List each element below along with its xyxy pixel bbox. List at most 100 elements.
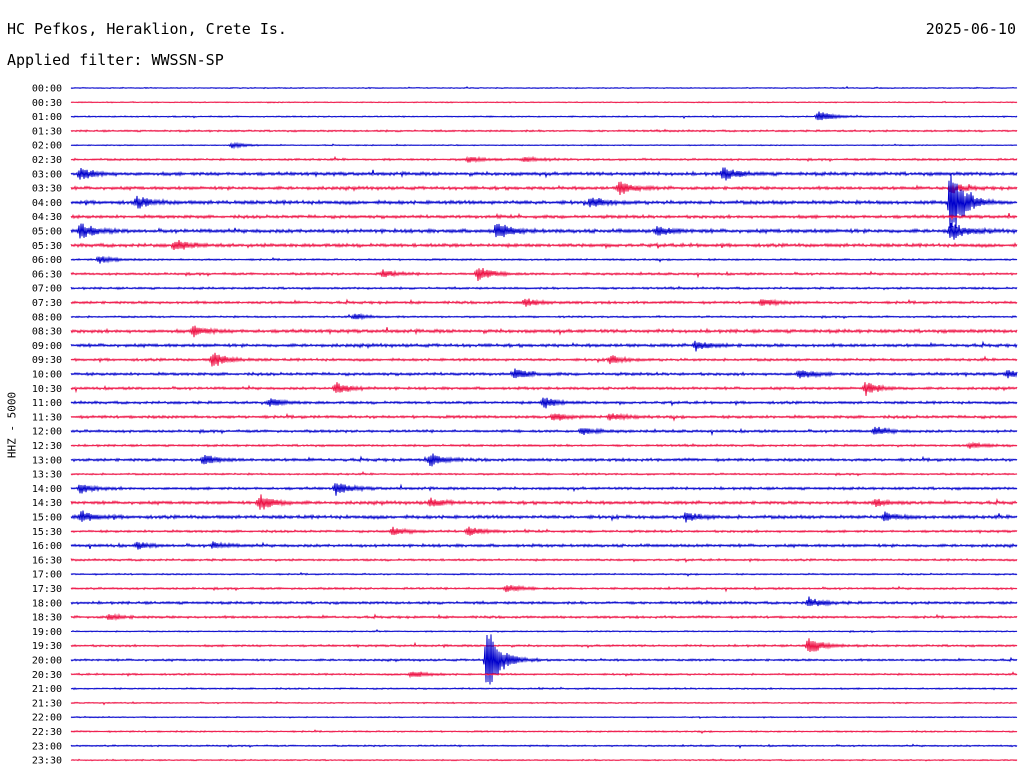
time-label: 17:30 (32, 584, 62, 595)
trace-row (70, 298, 1018, 307)
time-label: 05:30 (32, 241, 62, 252)
time-label: 09:30 (32, 355, 62, 366)
trace-row (70, 634, 1018, 685)
trace-row (70, 613, 1018, 622)
trace-row (70, 494, 1018, 510)
time-label: 01:30 (32, 126, 62, 137)
time-label: 15:30 (32, 527, 62, 538)
trace-row (70, 584, 1018, 593)
time-label: 16:30 (32, 555, 62, 566)
trace-row (70, 470, 1018, 477)
trace-row (70, 167, 1018, 181)
time-label: 03:00 (32, 169, 62, 180)
trace-row (70, 700, 1018, 706)
trace-row (70, 325, 1018, 338)
time-label: 06:30 (32, 269, 62, 280)
time-label: 00:00 (32, 84, 62, 95)
time-label: 02:00 (32, 141, 62, 152)
trace-row (70, 629, 1018, 634)
trace-row (70, 426, 1018, 437)
trace-row (70, 571, 1018, 577)
trace-row (70, 100, 1018, 104)
time-label: 10:30 (32, 384, 62, 395)
trace-row (70, 715, 1018, 720)
trace-row (70, 510, 1018, 523)
time-label: 08:30 (32, 327, 62, 338)
time-label: 10:00 (32, 370, 62, 381)
trace-row (70, 412, 1018, 422)
trace-row (70, 638, 1018, 653)
time-label: 01:00 (32, 112, 62, 123)
trace-row (70, 285, 1018, 291)
time-label: 18:30 (32, 613, 62, 624)
time-label: 22:30 (32, 727, 62, 738)
trace-row (70, 671, 1018, 679)
time-label: 08:00 (32, 312, 62, 323)
time-label: 02:30 (32, 155, 62, 166)
time-label: 07:30 (32, 298, 62, 309)
trace-row (70, 141, 1018, 150)
trace-row (70, 368, 1018, 379)
time-label: 21:30 (32, 698, 62, 709)
time-label: 20:00 (32, 656, 62, 667)
trace-row (70, 441, 1018, 449)
trace-row (70, 222, 1018, 240)
trace-row (70, 541, 1018, 550)
trace-row (70, 453, 1018, 467)
trace-row (70, 212, 1018, 221)
time-label: 14:30 (32, 498, 62, 509)
time-label: 23:00 (32, 741, 62, 752)
trace-row (70, 729, 1018, 735)
trace-row (70, 128, 1018, 134)
trace-row (70, 743, 1018, 749)
time-label: 16:00 (32, 541, 62, 552)
trace-row (70, 382, 1018, 396)
time-label: 22:00 (32, 713, 62, 724)
trace-row (70, 85, 1018, 90)
trace-row (70, 483, 1018, 496)
time-label: 11:30 (32, 412, 62, 423)
trace-row (70, 312, 1018, 321)
time-label: 03:30 (32, 184, 62, 195)
time-label: 15:00 (32, 513, 62, 524)
time-label: 14:00 (32, 484, 62, 495)
trace-row (70, 268, 1018, 281)
trace-row (70, 758, 1018, 762)
time-label: 17:00 (32, 570, 62, 581)
time-label: 19:00 (32, 627, 62, 638)
time-label: 20:30 (32, 670, 62, 681)
trace-row (70, 181, 1018, 196)
trace-row (70, 155, 1018, 164)
trace-row (70, 686, 1018, 691)
time-label: 12:00 (32, 427, 62, 438)
filter-label: Applied filter: WWSSN-SP (7, 51, 224, 69)
trace-row (70, 596, 1018, 607)
time-label: 11:00 (32, 398, 62, 409)
time-label: 13:30 (32, 470, 62, 481)
trace-row (70, 239, 1018, 250)
time-label: 05:00 (32, 227, 62, 238)
trace-row (70, 557, 1018, 564)
station-title: HC Pefkos, Heraklion, Crete Is. (7, 20, 287, 38)
time-label: 12:30 (32, 441, 62, 452)
time-label: 23:30 (32, 756, 62, 767)
trace-row (70, 352, 1018, 367)
trace-row (70, 174, 1018, 229)
trace-row (70, 526, 1018, 536)
trace-row (70, 340, 1018, 352)
trace-row (70, 255, 1018, 264)
time-label: 19:30 (32, 641, 62, 652)
trace-row (70, 397, 1018, 409)
time-label: 04:30 (32, 212, 62, 223)
time-label: 21:00 (32, 684, 62, 695)
trace-row (70, 111, 1018, 121)
time-label: 18:00 (32, 598, 62, 609)
date-label: 2025-06-10 (925, 20, 1016, 38)
time-label: 04:00 (32, 198, 62, 209)
time-label: 09:00 (32, 341, 62, 352)
time-label: 07:00 (32, 284, 62, 295)
time-label: 13:00 (32, 455, 62, 466)
time-label: 00:30 (32, 98, 62, 109)
time-label: 06:00 (32, 255, 62, 266)
